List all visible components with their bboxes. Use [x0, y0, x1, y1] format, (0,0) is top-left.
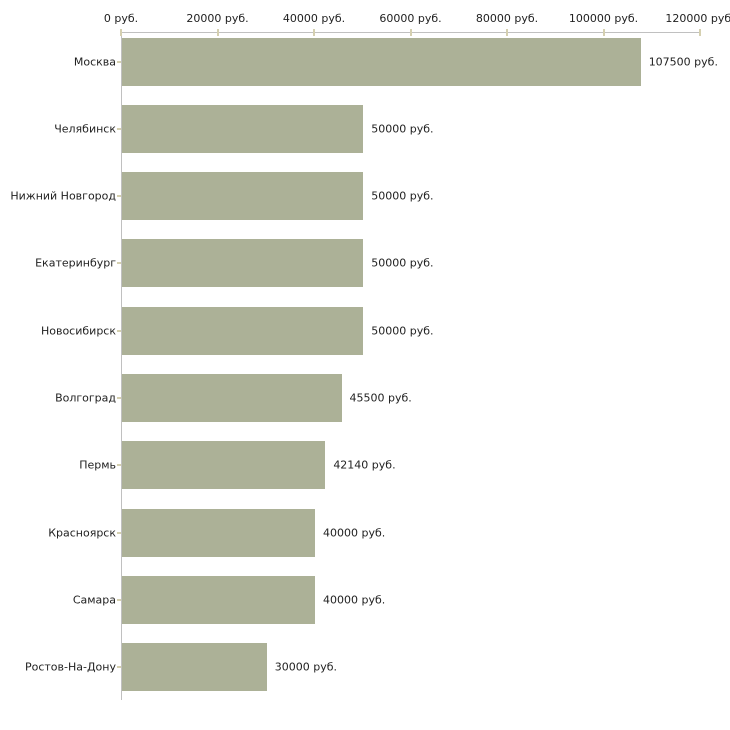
- category-label: Москва: [73, 55, 116, 68]
- x-axis-tick-mark: [409, 29, 412, 36]
- value-label: 30000 руб.: [274, 660, 338, 674]
- bar: [122, 172, 364, 221]
- value-label: 42140 руб.: [333, 458, 396, 472]
- x-axis-tick-label: 120000 руб.: [665, 12, 730, 25]
- x-axis-tick-mark: [120, 29, 122, 36]
- x-axis-tick-mark: [506, 29, 508, 36]
- category-tick-mark: [117, 195, 121, 198]
- x-axis-tick-mark: [216, 29, 219, 36]
- category-tick-mark: [117, 464, 121, 467]
- value-label: 50000 руб.: [371, 256, 434, 270]
- category-tick-mark: [117, 262, 121, 265]
- value-label: 50000 руб.: [371, 324, 434, 338]
- x-axis-tick-label: 20000 руб.: [186, 12, 249, 25]
- category-tick-mark: [117, 397, 121, 399]
- x-axis-tick-label: 100000 руб.: [568, 12, 639, 25]
- x-axis-tick-label: 40000 руб.: [282, 12, 346, 25]
- x-axis-tick-mark: [699, 29, 701, 36]
- bar: [122, 643, 267, 692]
- x-axis-tick-label: 0 руб.: [103, 12, 139, 25]
- value-label: 45500 руб.: [349, 391, 412, 405]
- category-label: Екатеринбург: [35, 256, 116, 270]
- value-label: 50000 руб.: [371, 122, 434, 136]
- bar: [122, 104, 364, 153]
- category-tick-mark: [117, 531, 121, 534]
- category-tick-mark: [117, 598, 121, 601]
- x-axis-tick-label: 80000 руб.: [475, 12, 539, 25]
- x-axis-tick-mark: [313, 29, 315, 36]
- category-tick-mark: [117, 60, 121, 63]
- category-label: Челябинск: [54, 122, 116, 136]
- x-axis-tick-label: 60000 руб.: [379, 12, 442, 25]
- category-label: Волгоград: [55, 391, 116, 405]
- category-tick-mark: [117, 127, 121, 130]
- bar: [122, 508, 315, 557]
- bar: [122, 441, 326, 490]
- value-label: 50000 руб.: [371, 189, 434, 203]
- category-label: Нижний Новгород: [10, 189, 116, 203]
- category-label: Пермь: [79, 458, 116, 472]
- y-axis-line: [121, 32, 122, 700]
- category-label: Самара: [72, 593, 116, 607]
- bar: [122, 575, 315, 624]
- category-tick-mark: [117, 329, 121, 332]
- category-label: Ростов-На-Дону: [24, 660, 116, 674]
- category-tick-mark: [117, 666, 121, 669]
- x-axis-tick-mark: [602, 29, 605, 36]
- category-label: Красноярск: [48, 526, 116, 540]
- bar: [122, 306, 364, 355]
- value-label: 40000 руб.: [323, 526, 386, 540]
- bar: [122, 37, 641, 86]
- value-label: 40000 руб.: [323, 593, 386, 607]
- value-label: 107500 руб.: [648, 55, 718, 68]
- bar: [122, 239, 364, 288]
- category-label: Новосибирск: [40, 324, 116, 338]
- bar: [122, 374, 342, 422]
